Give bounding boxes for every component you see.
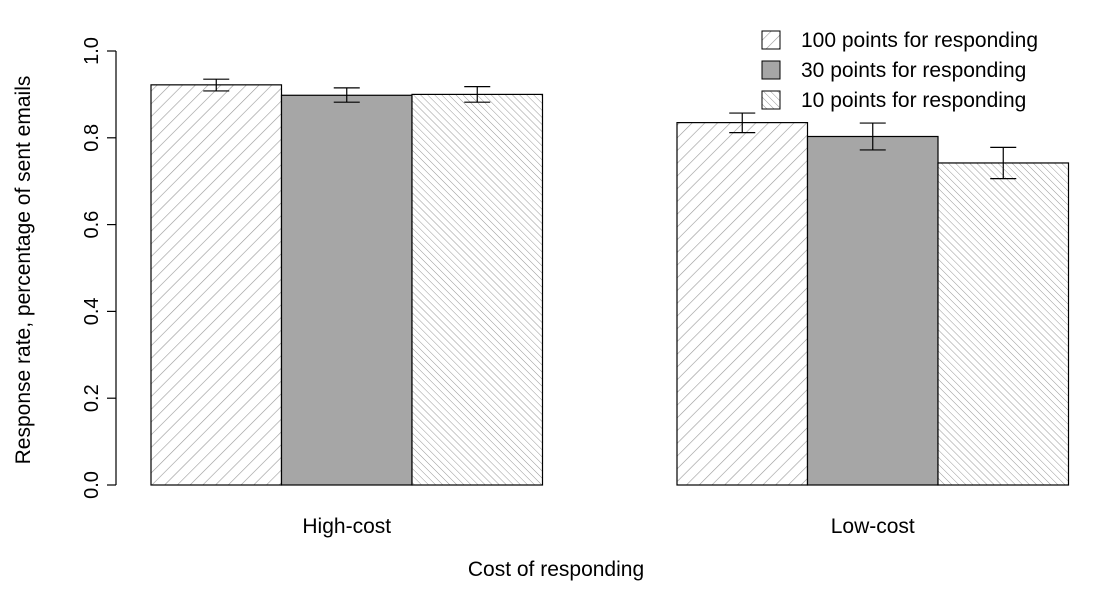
y-axis-title: Response rate, percentage of sent emails <box>12 76 35 465</box>
bar-high-cost-series-2 <box>280 94 413 486</box>
y-tick-label: 0.0 <box>81 471 103 499</box>
bar-high-cost-series-3 <box>411 93 544 486</box>
legend-label: 30 points for responding <box>801 59 1026 82</box>
error-bar <box>333 87 360 103</box>
x-category-label: High-cost <box>302 515 391 538</box>
error-bar <box>203 78 230 92</box>
legend-swatch <box>761 60 781 80</box>
y-tick-label: 0.8 <box>81 124 103 152</box>
bar-low-cost-series-3 <box>937 162 1070 486</box>
y-axis: 0.0 0.2 0.4 0.6 0.8 1.0 <box>81 37 117 499</box>
bar-low-cost-series-1 <box>676 122 809 486</box>
legend: 100 points for responding 30 points for r… <box>761 29 1038 112</box>
error-bar <box>464 85 491 103</box>
x-axis-title: Cost of responding <box>468 558 644 581</box>
legend-swatch <box>761 30 781 50</box>
y-tick-label: 0.2 <box>81 384 103 412</box>
y-tick-label: 1.0 <box>81 37 103 65</box>
x-category-label: Low-cost <box>831 515 915 538</box>
y-tick-label: 0.6 <box>81 211 103 239</box>
error-bars <box>203 78 1017 180</box>
legend-item: 30 points for responding <box>761 59 1026 82</box>
legend-label: 10 points for responding <box>801 89 1026 112</box>
legend-item: 10 points for responding <box>761 89 1026 112</box>
error-bar <box>990 146 1017 180</box>
bars <box>150 84 1070 486</box>
error-bar <box>729 112 756 134</box>
x-category-labels: High-cost Low-cost <box>302 515 915 538</box>
y-tick-label: 0.4 <box>81 297 103 325</box>
legend-item: 100 points for responding <box>761 29 1038 52</box>
bar-low-cost-series-2 <box>806 135 939 486</box>
error-bar <box>859 122 886 151</box>
bar-high-cost-series-1 <box>150 84 283 486</box>
legend-swatch <box>761 90 781 110</box>
legend-label: 100 points for responding <box>801 29 1038 52</box>
